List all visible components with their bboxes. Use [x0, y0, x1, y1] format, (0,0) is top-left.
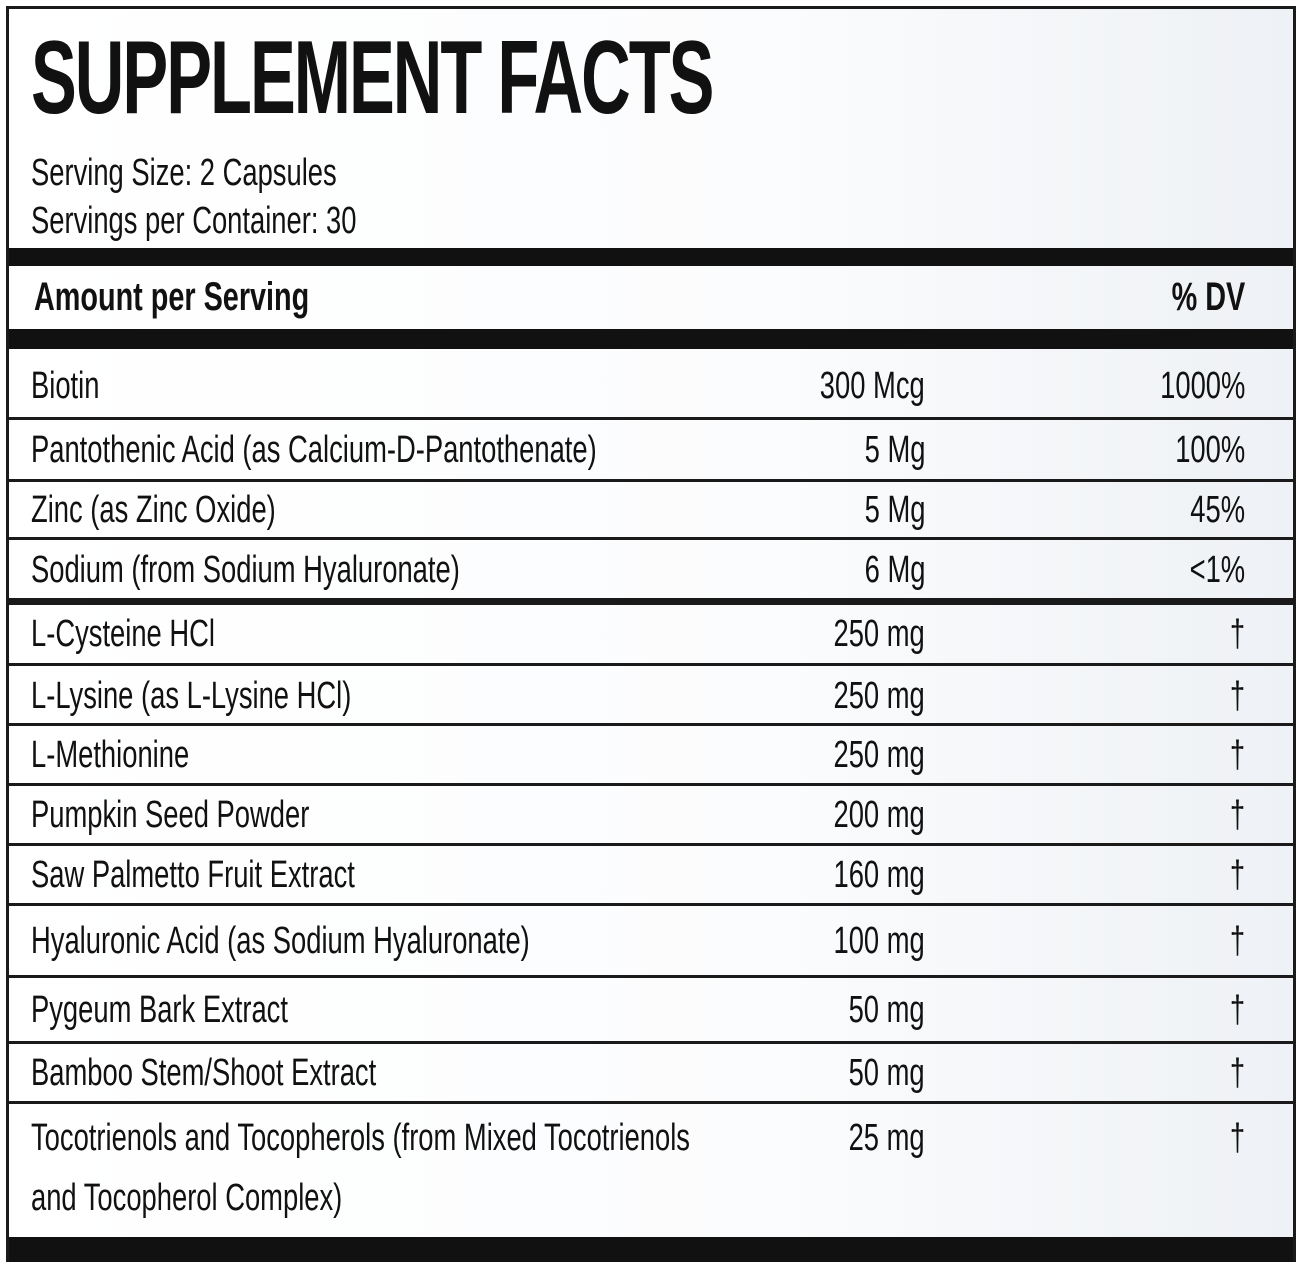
ingredient-amount: 250 mg: [833, 613, 925, 655]
column-header-row: Amount per Serving % DV: [9, 266, 1293, 329]
ingredient-name: Bamboo Stem/Shoot Extract: [31, 1052, 377, 1094]
table-row: Tocotrienols and Tocopherols (from Mixed…: [9, 1101, 1293, 1237]
ingredient-name: Saw Palmetto Fruit Extract: [31, 854, 355, 896]
table-row: L-Methionine 250 mg †: [9, 723, 1293, 783]
table-row: Pygeum Bark Extract 50 mg †: [9, 975, 1293, 1041]
servings-per-container: Servings per Container: 30: [31, 200, 357, 242]
ingredient-name: L-Cysteine HCl: [31, 613, 215, 655]
table-row: Hyaluronic Acid (as Sodium Hyaluronate) …: [9, 903, 1293, 975]
table-row: Pantothenic Acid (as Calcium-D-Pantothen…: [9, 417, 1293, 479]
nutrient-name: Pantothenic Acid (as Calcium-D-Pantothen…: [31, 429, 597, 471]
nutrient-dv: 1000%: [1159, 365, 1245, 407]
table-row: L-Cysteine HCl 250 mg †: [9, 598, 1293, 663]
dagger-mark: †: [1229, 794, 1245, 836]
dagger-mark: †: [1229, 854, 1245, 896]
nutrient-name: Sodium (from Sodium Hyaluronate): [31, 549, 460, 591]
ingredient-amount: 50 mg: [848, 1052, 925, 1094]
ingredient-amount: 100 mg: [833, 920, 925, 962]
table-row: L-Lysine (as L-Lysine HCl) 250 mg †: [9, 663, 1293, 723]
ingredient-name: Pygeum Bark Extract: [31, 989, 288, 1031]
dagger-mark: †: [1229, 1117, 1245, 1159]
nutrient-dv: 100%: [1175, 429, 1245, 471]
nutrient-amount: 5 Mg: [864, 489, 925, 531]
table-row: Bamboo Stem/Shoot Extract 50 mg †: [9, 1041, 1293, 1101]
dagger-mark: †: [1229, 1052, 1245, 1094]
nutrient-name: Biotin: [31, 365, 100, 407]
daily-value-header: % DV: [1171, 275, 1245, 319]
ingredient-name: Hyaluronic Acid (as Sodium Hyaluronate): [31, 920, 530, 962]
dagger-mark: †: [1229, 920, 1245, 962]
serving-size: Serving Size: 2 Capsules: [31, 152, 337, 194]
ingredient-amount: 250 mg: [833, 675, 925, 717]
table-row: Zinc (as Zinc Oxide) 5 Mg 45%: [9, 479, 1293, 537]
ingredient-amount: 250 mg: [833, 734, 925, 776]
nutrient-dv: <1%: [1189, 549, 1245, 591]
ingredient-amount: 50 mg: [848, 989, 925, 1031]
ingredient-name: L-Lysine (as L-Lysine HCl): [31, 675, 352, 717]
dagger-mark: †: [1229, 613, 1245, 655]
nutrient-amount: 6 Mg: [864, 549, 925, 591]
dagger-mark: †: [1229, 989, 1245, 1031]
divider-bar: [9, 1237, 1293, 1262]
table-row: Pumpkin Seed Powder 200 mg †: [9, 783, 1293, 843]
ingredient-amount: 160 mg: [833, 854, 925, 896]
ingredient-name: Pumpkin Seed Powder: [31, 794, 310, 836]
amount-per-serving-header: Amount per Serving: [34, 275, 310, 319]
ingredient-name: L-Methionine: [31, 734, 190, 776]
nutrient-dv: 45%: [1190, 489, 1245, 531]
supplement-facts-panel: SUPPLEMENT FACTS Serving Size: 2 Capsule…: [6, 6, 1296, 1262]
dagger-mark: †: [1229, 734, 1245, 776]
panel-title: SUPPLEMENT FACTS: [31, 20, 714, 136]
dagger-mark: †: [1229, 675, 1245, 717]
nutrient-amount: 300 Mcg: [820, 365, 925, 407]
ingredient-amount: 200 mg: [833, 794, 925, 836]
nutrient-name: Zinc (as Zinc Oxide): [31, 489, 276, 531]
table-row: Saw Palmetto Fruit Extract 160 mg †: [9, 843, 1293, 903]
nutrient-amount: 5 Mg: [864, 429, 925, 471]
table-row: Biotin 300 Mcg 1000%: [9, 349, 1293, 417]
ingredient-amount: 25 mg: [848, 1117, 925, 1159]
ingredient-name: Tocotrienols and Tocopherols (from Mixed…: [31, 1117, 690, 1219]
divider-bar: [9, 329, 1293, 349]
table-row: Sodium (from Sodium Hyaluronate) 6 Mg <1…: [9, 537, 1293, 598]
divider-bar: [9, 248, 1293, 266]
